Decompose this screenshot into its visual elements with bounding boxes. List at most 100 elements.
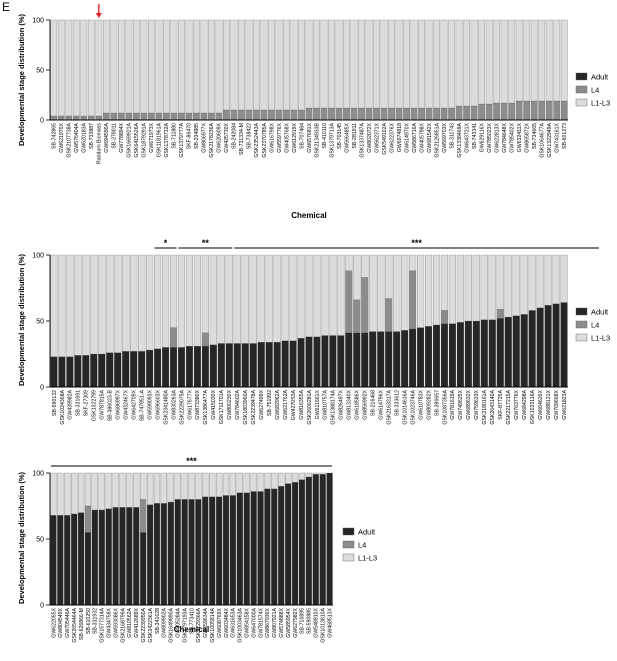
bar-segment-l1-l3 [241, 254, 249, 344]
bar [297, 254, 305, 388]
bar-segment-adult [160, 503, 167, 606]
bar-segment-l4 [193, 112, 200, 121]
bar-segment-l1-l3 [312, 472, 319, 475]
bar-segment-adult [257, 491, 264, 606]
bar [178, 19, 185, 121]
bar-segment-adult [313, 336, 321, 388]
bar [50, 19, 58, 121]
bar-segment-l1-l3 [178, 19, 185, 114]
bar [385, 254, 393, 388]
bar-segment-l1-l3 [472, 254, 480, 322]
bar [281, 254, 289, 388]
x-tick-label: GW593086X [113, 607, 119, 637]
x-tick-label: GW805284A [175, 607, 181, 637]
bar-segment-adult [520, 314, 528, 388]
x-tick-label: GSK1024368A [60, 389, 66, 424]
bar-segment-adult [174, 499, 181, 606]
bar-segment-adult [222, 495, 230, 606]
bar-segment-adult [217, 343, 225, 388]
bar-segment-l1-l3 [208, 19, 215, 114]
bar [493, 19, 501, 121]
bar-segment-adult [114, 352, 122, 388]
x-tick-label: GW621970X [59, 122, 65, 152]
bar-segment-adult [504, 316, 512, 388]
bar-segment-l4 [84, 505, 92, 533]
bar [169, 254, 178, 388]
bar-segment-adult [361, 332, 369, 388]
bar [65, 19, 73, 121]
bar-segment-l1-l3 [200, 19, 208, 114]
bar-segment-l1-l3 [271, 472, 278, 489]
x-tick-label: GSK1023116A [530, 389, 536, 424]
bar-segment-l1-l3 [238, 19, 245, 111]
bar [305, 254, 313, 388]
bar [50, 472, 57, 606]
bar-segment-l1-l3 [560, 19, 568, 102]
significance-label: *** [411, 238, 422, 248]
bar-segment-l1-l3 [50, 19, 58, 117]
x-tick-label: GSK1379713A [329, 122, 335, 157]
x-tick-label: GW622813X [494, 122, 500, 152]
bar [222, 472, 230, 606]
x-tick-label: GW574888X [279, 607, 285, 637]
bar-segment-l1-l3 [478, 19, 486, 105]
bar [283, 19, 290, 121]
bar [130, 254, 138, 388]
bar-segment-l1-l3 [369, 254, 377, 332]
bar [163, 19, 170, 121]
x-tick-label: GW806977X [202, 122, 208, 152]
bar-segment-adult [249, 343, 257, 388]
bar-segment-l1-l3 [512, 254, 520, 316]
bar-segment-l1-l3 [297, 254, 305, 339]
bar [319, 472, 326, 606]
bar-segment-l1-l3 [496, 254, 504, 310]
y-tick-label: 50 [36, 319, 44, 326]
x-tick-label: GSK1803960A [243, 389, 249, 424]
bar-segment-l1-l3 [130, 254, 138, 352]
x-tick-label: GW617677X [187, 389, 193, 419]
x-tick-label: GW749625X [458, 389, 464, 419]
bar [110, 19, 118, 121]
legend-label: L1-L3 [591, 99, 610, 108]
bar-segment-adult [162, 347, 170, 388]
bar-segment-l1-l3 [215, 19, 223, 114]
bar-segment-l1-l3 [126, 472, 133, 508]
bar-segment-l4 [208, 112, 215, 121]
bar [117, 19, 125, 121]
x-tick-label: GSK2229075A [179, 389, 185, 424]
y-tick-label: 0 [40, 385, 44, 392]
x-tick-label: GSK1378732A [164, 122, 170, 157]
bar-segment-adult [265, 341, 273, 388]
bar-segment-adult [496, 318, 504, 388]
legend-label: L4 [591, 86, 599, 95]
bar-segment-adult [312, 474, 319, 606]
bar [241, 254, 249, 388]
x-tick-label: GSK1338469A [457, 122, 463, 157]
bar [181, 472, 188, 606]
bar-segment-adult [169, 347, 178, 388]
x-tick-label: GSK1014616A [402, 389, 408, 424]
bar-segment-adult [71, 513, 78, 606]
bar [185, 254, 194, 388]
bar [470, 19, 478, 121]
bar-segment-l1-l3 [409, 254, 417, 271]
x-tick-label: GW614970X [404, 122, 410, 152]
bar-segment-l4 [478, 103, 486, 121]
x-tick-label: GW802072X [367, 122, 373, 152]
bar-segment-adult [369, 331, 377, 388]
bar [264, 472, 271, 606]
bar-segment-l1-l3 [403, 19, 410, 109]
bar-segment-l4 [320, 107, 328, 121]
x-tick-label: GW627982X [293, 607, 299, 637]
bar-segment-l4 [470, 105, 478, 121]
bar-segment-l1-l3 [185, 254, 194, 347]
bar [64, 472, 71, 606]
bar [57, 19, 65, 121]
x-tick-label: SB-590885 [307, 608, 313, 634]
bar-segment-l4 [433, 107, 440, 121]
bar [329, 254, 337, 388]
bar-segment-l4 [185, 112, 193, 121]
bar [236, 472, 243, 606]
bar-segment-l1-l3 [245, 19, 253, 111]
bar [200, 19, 208, 121]
